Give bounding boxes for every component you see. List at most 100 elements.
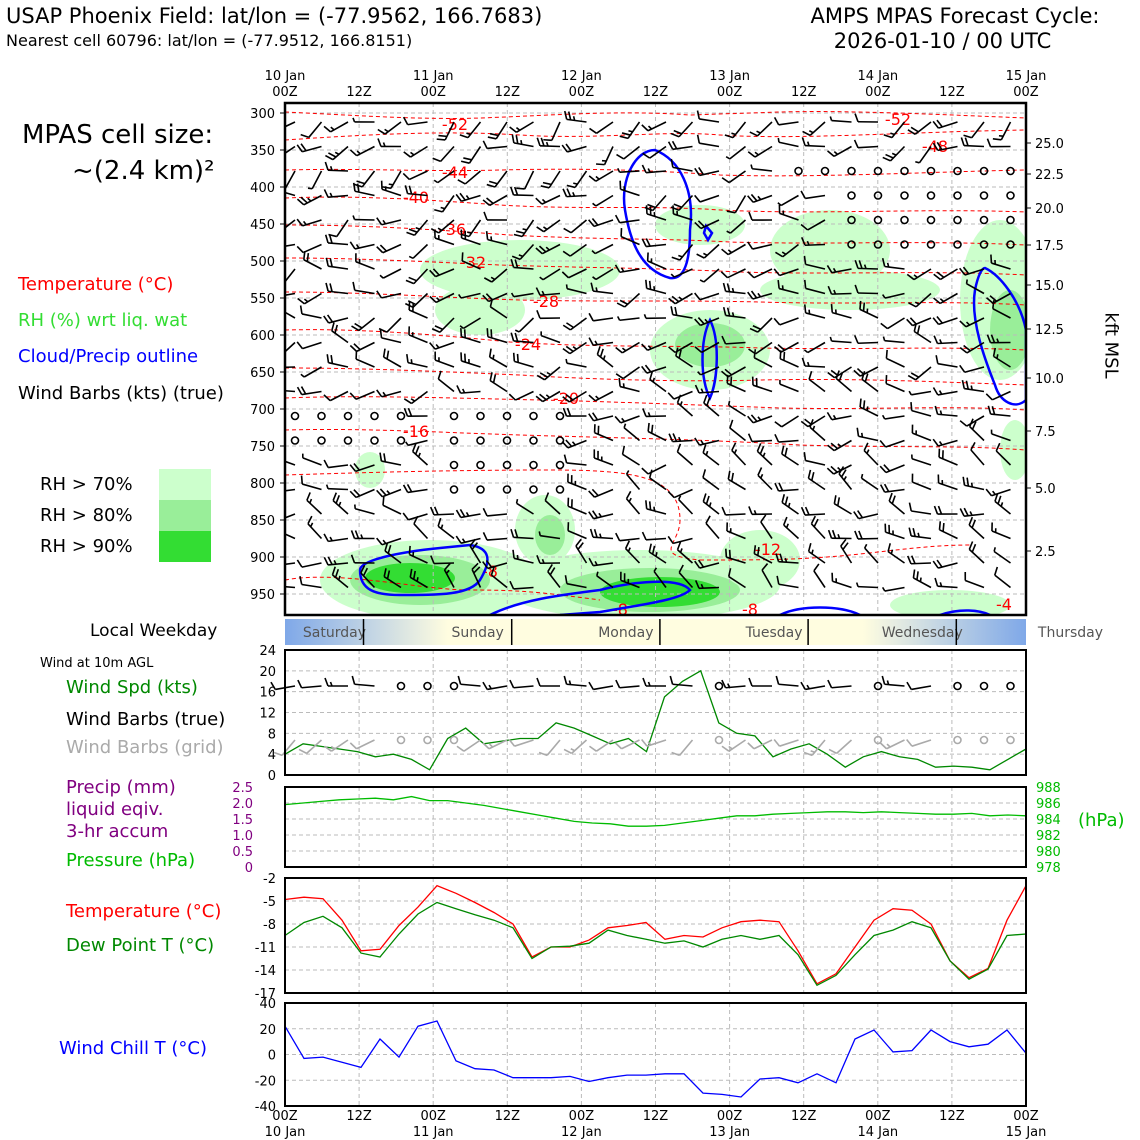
wind-barb	[725, 548, 746, 564]
barb-staff	[513, 194, 534, 197]
wind-barb-grid	[906, 739, 932, 747]
barb-flag	[833, 495, 837, 504]
barb-flag	[813, 563, 820, 572]
barb-flag	[726, 210, 736, 214]
barb-flag	[306, 253, 310, 262]
wind-barb	[995, 442, 1012, 466]
barb-flag	[513, 233, 523, 238]
wind-barb	[402, 512, 428, 521]
bottom-hour-label: 12Z	[346, 1109, 372, 1124]
bottom-hour-label: 12Z	[643, 1109, 669, 1124]
barb-half	[753, 510, 757, 515]
barb-staff	[354, 507, 375, 515]
calm-circle	[290, 411, 300, 421]
wind-barb	[323, 314, 349, 324]
barb-flag	[777, 344, 786, 351]
wind-barb	[300, 475, 322, 491]
barb-half	[356, 150, 361, 155]
precip-left-tick: 1.0	[232, 829, 253, 844]
barb-staff	[489, 356, 508, 368]
barb-flag	[515, 135, 519, 144]
wind-barb	[332, 492, 349, 515]
barb-flag	[300, 386, 307, 395]
barb-flag	[588, 312, 594, 322]
calm-circle	[979, 191, 989, 200]
barb-flag	[803, 751, 813, 757]
barb-flag	[324, 234, 329, 244]
precip-left-tick: 1.5	[232, 813, 253, 828]
barb-staff	[884, 265, 905, 270]
barb-half	[733, 449, 738, 454]
pressure-tick-label: 450	[250, 218, 275, 233]
panel-tick-label: -8	[263, 918, 276, 933]
wind-barb	[300, 121, 323, 139]
wind-barb	[747, 241, 773, 250]
barb-staff	[888, 500, 906, 515]
barb-half	[300, 373, 305, 378]
wind-barb	[694, 166, 720, 177]
barb-flag	[934, 405, 939, 415]
barb-flag	[386, 570, 391, 580]
barb-half	[541, 558, 545, 564]
calm-circle	[953, 735, 962, 745]
barb-half	[678, 254, 683, 258]
cell-size-line2: ~(2.4 km)²	[72, 156, 215, 186]
wind-barb	[565, 358, 587, 368]
wind-barb-true	[588, 681, 614, 691]
panel-tick-label: -11	[255, 941, 276, 956]
barb-half	[731, 287, 735, 293]
wind-barb	[565, 284, 587, 295]
barb-flag	[861, 370, 866, 380]
bottom-date-label: 10 Jan	[265, 1125, 306, 1140]
barb-half	[810, 750, 815, 754]
barb-flag	[561, 144, 568, 153]
barb-staff	[593, 290, 614, 295]
barb-staff	[619, 317, 640, 322]
wind-barb	[588, 390, 614, 402]
bottom-hour-label: 00Z	[717, 1109, 743, 1124]
barb-flag	[562, 407, 568, 417]
barb-half	[433, 179, 439, 184]
barb-half	[338, 501, 342, 507]
wind-barb	[555, 411, 565, 421]
barb-staff	[831, 119, 852, 123]
wind-spd-label: Wind Spd (kts)	[66, 677, 198, 698]
barb-staff	[619, 219, 640, 224]
barb-flag	[485, 559, 493, 568]
wind-barb	[596, 346, 614, 368]
barb-flag	[296, 144, 303, 153]
barb-half	[700, 388, 704, 393]
barb-staff	[621, 341, 640, 354]
barb-half	[462, 388, 466, 394]
barb-staff	[754, 145, 773, 158]
wind-barb	[699, 268, 720, 283]
wind-barb	[408, 326, 428, 344]
weekday-label: Tuesday	[745, 625, 803, 641]
barb-flag	[648, 543, 652, 553]
wind-barb	[727, 400, 746, 417]
wind-barb	[801, 357, 826, 368]
barb-flag	[429, 342, 436, 350]
wind-barb	[826, 411, 852, 421]
wind-barb	[803, 304, 826, 319]
barb-staff	[731, 449, 747, 466]
barb-flag	[408, 185, 413, 195]
barb-flag	[457, 179, 466, 185]
barb-half	[435, 297, 441, 302]
barb-staff	[303, 366, 322, 378]
barb-flag	[705, 515, 711, 524]
barb-flag	[650, 424, 654, 434]
barb-half	[594, 340, 598, 346]
barb-half	[806, 141, 810, 146]
barb-staff	[779, 212, 799, 221]
barb-half	[571, 441, 576, 446]
barb-half	[522, 228, 527, 231]
calm-circle	[555, 411, 565, 421]
calm-circle	[449, 485, 459, 494]
wind-barb	[471, 562, 482, 588]
rh-shading	[320, 205, 1026, 615]
barb-flag	[671, 256, 681, 261]
barb-staff	[699, 194, 720, 203]
barb-flag	[994, 493, 999, 502]
